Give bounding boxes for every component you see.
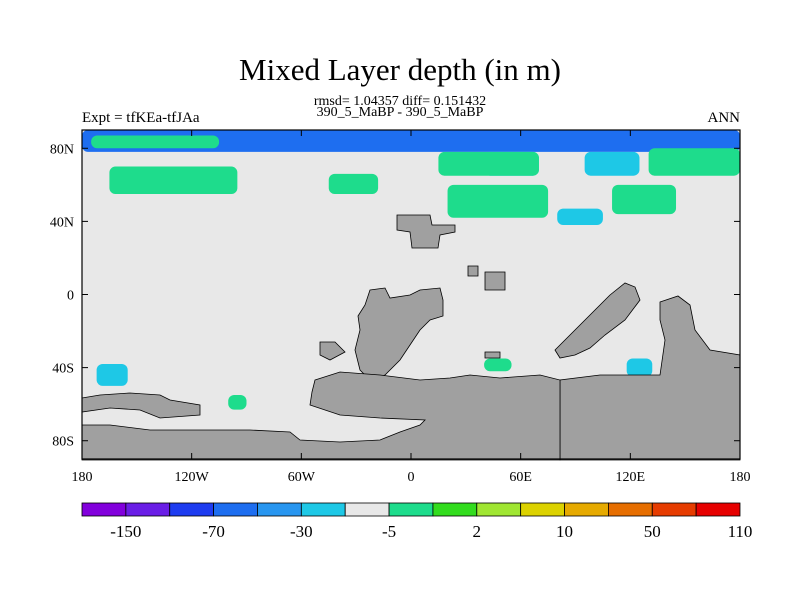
colorbar-label: -5 [382, 522, 396, 541]
colorbar-swatch [608, 502, 653, 517]
x-tick-label: 120E [616, 470, 646, 485]
colorbar-swatch [257, 502, 302, 517]
anomaly-region [91, 135, 220, 149]
anomaly-region [447, 184, 549, 218]
colorbar-swatch [81, 502, 127, 517]
stats-subtitle: rmsd= 1.04357 diff= 0.151432 [313, 94, 487, 109]
cases-subtitle: 390_5_MaBP - 390_5_MaBP [316, 105, 484, 120]
anomaly-region [557, 208, 603, 226]
colorbar-swatch [520, 502, 565, 517]
land-shape [484, 271, 506, 291]
y-tick-label: 80S [52, 435, 74, 450]
experiment-label: Expt = tfKEa-tfJAa [82, 110, 200, 126]
colorbar-swatch [564, 502, 609, 517]
x-tick-label: 0 [408, 470, 415, 485]
colorbar-swatch [695, 502, 741, 517]
colorbar-swatch [300, 502, 346, 517]
anomaly-region [228, 395, 247, 410]
y-tick-label: 0 [67, 289, 74, 304]
land-shape [81, 371, 561, 461]
anomaly-region [484, 358, 512, 372]
colorbar-swatch [476, 502, 522, 517]
colorbar-label: 110 [728, 522, 753, 541]
x-tick-label: 180 [72, 470, 93, 485]
land-shape [81, 392, 201, 419]
anomaly-region [82, 130, 740, 152]
land-shape [396, 214, 456, 249]
colorbar-swatch [388, 502, 434, 517]
anomaly-region [648, 148, 740, 176]
y-tick-label: 80N [50, 142, 74, 157]
colorbar-swatch [651, 502, 697, 517]
land-shape [319, 341, 346, 361]
anomaly-region [438, 151, 539, 176]
colorbar-swatch [432, 502, 478, 517]
anomaly-region [626, 358, 653, 377]
colorbar-swatch [125, 502, 171, 517]
colorbar-swatch [213, 502, 258, 517]
colorbar: -150 -70 -30 -5 2 10 50 110 [81, 502, 753, 541]
land-shape [554, 282, 641, 359]
x-tick-label: 120W [175, 470, 210, 485]
land-shape [354, 287, 444, 381]
y-axis: 80N 40N 0 40S 80S [50, 142, 740, 450]
x-axis: 180 120W 60W 0 60E 120E 180 [72, 130, 751, 485]
colorbar-label: 50 [644, 522, 661, 541]
colorbar-label: 10 [556, 522, 573, 541]
x-tick-label: 60E [509, 470, 532, 485]
y-tick-label: 40S [52, 362, 74, 377]
anomaly-region [612, 184, 677, 215]
anomaly-region [328, 173, 379, 194]
colorbar-label: -150 [110, 522, 141, 541]
colorbar-label: 2 [473, 522, 482, 541]
x-tick-label: 180 [730, 470, 751, 485]
anomaly-region [96, 363, 128, 386]
x-tick-label: 60W [288, 470, 316, 485]
anomaly-region [584, 151, 640, 176]
land-shape [559, 295, 741, 461]
season-label: ANN [707, 110, 741, 126]
colorbar-swatch [169, 502, 215, 517]
anomaly-region [109, 166, 238, 194]
colorbar-label: -70 [202, 522, 225, 541]
y-tick-label: 40N [50, 215, 74, 230]
colorbar-swatch [344, 502, 390, 517]
chart-title: Mixed Layer depth (in m) [239, 52, 561, 87]
land-shape [467, 265, 479, 277]
land-shape [484, 351, 501, 359]
colorbar-label: -30 [290, 522, 313, 541]
land-mask [81, 214, 741, 461]
